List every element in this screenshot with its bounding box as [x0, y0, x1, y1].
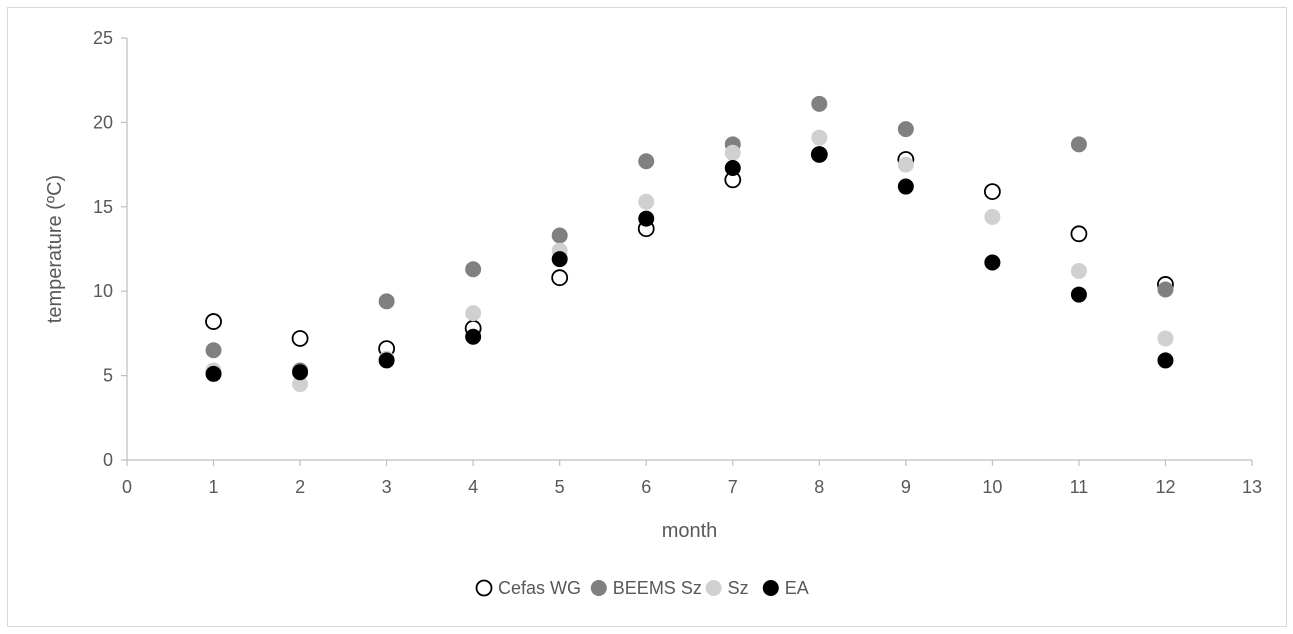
legend-label: BEEMS Sz [613, 578, 702, 598]
data-point [1070, 286, 1087, 303]
data-point [1070, 136, 1087, 153]
data-point [638, 193, 655, 210]
data-points [205, 95, 1174, 393]
x-tick-label: 3 [382, 477, 392, 497]
y-tick-label: 15 [93, 197, 113, 217]
x-axis-title: month [662, 520, 718, 542]
x-tick-label: 2 [295, 477, 305, 497]
x-tick-label: 6 [641, 477, 651, 497]
y-tick-label: 10 [93, 281, 113, 301]
x-tick-label: 0 [122, 477, 132, 497]
x-tick-label: 9 [901, 477, 911, 497]
data-point [638, 210, 655, 227]
data-point [1070, 225, 1088, 243]
data-point [205, 342, 222, 359]
data-point [811, 95, 828, 112]
data-point [811, 146, 828, 163]
data-point [1157, 352, 1174, 369]
data-point [292, 364, 309, 381]
data-point [1157, 330, 1174, 347]
y-tick-label: 5 [103, 366, 113, 386]
series-ea [205, 146, 1174, 382]
data-point [811, 129, 828, 146]
x-tick-label: 4 [468, 477, 478, 497]
series-beems-sz [205, 95, 1174, 379]
data-point [551, 251, 568, 268]
data-point [983, 183, 1001, 201]
data-point [378, 293, 395, 310]
chart-area: 0 5 10 15 20 25 0 1 2 3 4 5 6 7 8 9 10 11 12 13 month tempe… [7, 7, 1287, 627]
y-tick-label: 25 [93, 28, 113, 48]
legend-item-beems-sz: BEEMS Sz [590, 578, 702, 598]
x-tick-label: 12 [1155, 477, 1175, 497]
data-point [724, 144, 741, 161]
x-tick-label: 8 [814, 477, 824, 497]
legend-label: Sz [728, 578, 749, 598]
x-tick-label: 1 [209, 477, 219, 497]
y-tick-label: 20 [93, 112, 113, 132]
data-point [465, 261, 482, 278]
legend-item-sz: Sz [705, 578, 749, 598]
y-axis-title: temperature (ºC) [44, 175, 66, 323]
series-sz [205, 129, 1174, 393]
x-tick-label: 10 [982, 477, 1002, 497]
series-cefas-wg [205, 146, 1174, 357]
data-point [724, 159, 741, 176]
legend-marker [762, 580, 779, 596]
x-tick-label: 13 [1242, 477, 1262, 497]
data-point [897, 178, 914, 195]
data-point [1070, 262, 1087, 279]
x-tick-label: 7 [728, 477, 738, 497]
data-point [378, 352, 395, 369]
data-point [291, 330, 309, 347]
data-point [205, 365, 222, 382]
legend-item-cefas-wg: Cefas WG [475, 578, 581, 598]
data-point [638, 153, 655, 170]
legend-marker [475, 579, 493, 597]
legend-item-ea: EA [762, 578, 809, 598]
data-point [551, 269, 569, 287]
x-tick-label: 11 [1070, 477, 1089, 497]
data-point [205, 313, 222, 330]
legend-marker [590, 580, 607, 596]
data-point [465, 328, 482, 345]
data-point [551, 227, 568, 244]
data-point [984, 208, 1001, 225]
y-tick-label: 0 [103, 450, 113, 470]
legend-label: EA [785, 578, 809, 598]
data-point [897, 156, 914, 173]
legend-marker [705, 580, 722, 596]
legend-label: Cefas WG [498, 578, 581, 598]
data-point [465, 305, 482, 322]
data-point [897, 121, 914, 138]
data-point [1157, 281, 1174, 298]
x-tick-label: 5 [555, 477, 565, 497]
data-point [984, 254, 1001, 271]
legend: Cefas WG BEEMS Sz Sz EA [475, 578, 809, 598]
axes [121, 37, 1253, 466]
